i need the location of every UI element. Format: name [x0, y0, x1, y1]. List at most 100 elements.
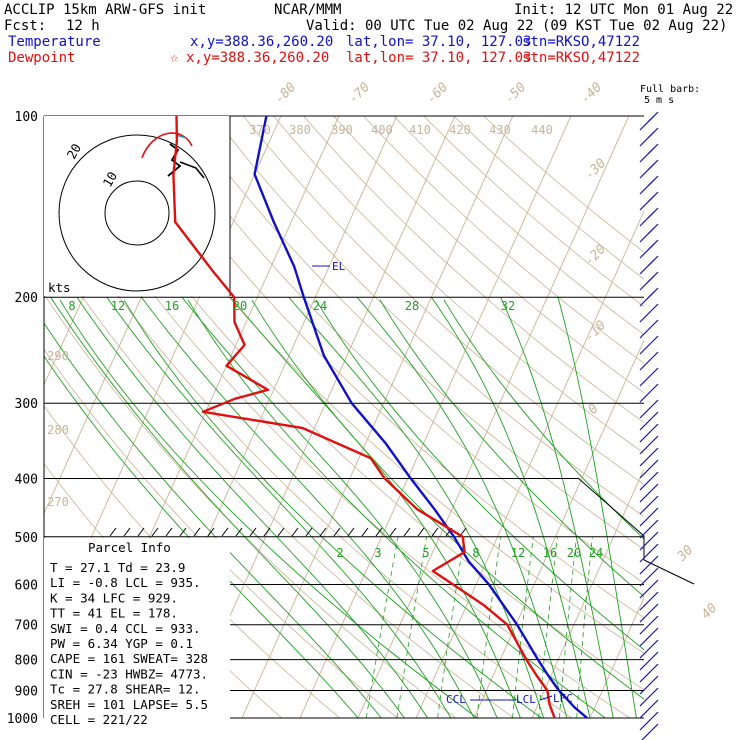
wind-barb-flag	[651, 531, 659, 539]
wind-barb	[639, 417, 653, 431]
mixing-ratio-lower-label: 12	[511, 546, 525, 560]
freezing-hatch	[361, 527, 369, 537]
wind-barb	[639, 465, 653, 479]
wind-barb	[639, 561, 653, 575]
wind-barb-flag	[647, 131, 655, 139]
wind-barb-flag	[651, 543, 659, 551]
mixing-ratio-line	[538, 536, 558, 718]
wind-barb	[639, 669, 653, 683]
isotherm-line	[357, 116, 630, 718]
wind-barb-flag	[651, 591, 659, 599]
dry-adiabat-line	[363, 116, 644, 364]
diagram-background	[44, 103, 740, 731]
dry-adiabat-line	[44, 348, 399, 718]
parcel-info-title: Parcel Info	[88, 540, 171, 555]
pressure-tick-label: 700	[15, 619, 38, 634]
mixing-ratio-line	[437, 536, 465, 718]
upper-green-curve	[379, 299, 644, 598]
wind-barb-flag	[651, 555, 659, 563]
freezing-hatch	[389, 527, 397, 537]
wind-barb-flag	[647, 115, 655, 123]
parcel-info-row: SWI = 0.4 CCL = 933.	[50, 621, 201, 636]
wind-barb-flag	[651, 663, 659, 671]
wind-barb-flag	[651, 675, 659, 683]
wind-barb-flag	[651, 603, 659, 611]
wind-barb	[639, 597, 653, 611]
parcel-info-row: PW = 6.34 YGP = 0.1	[50, 636, 193, 651]
wind-barb-flag	[651, 399, 659, 407]
wind-barb-flag	[647, 211, 655, 219]
wind-barb-flag	[651, 423, 659, 431]
dewpoint-xy: x,y=388.36,260.20	[186, 50, 330, 66]
dewpoint-star-icon: ☆	[170, 50, 179, 66]
freezing-hatch	[305, 527, 313, 537]
isotherm-line	[642, 103, 740, 731]
wind-barb-flag	[651, 627, 659, 635]
wind-barb	[639, 645, 653, 659]
upper-green-curve	[443, 299, 644, 540]
wind-barb	[639, 441, 653, 455]
parcel-info-row: TT = 41 EL = 178.	[50, 606, 178, 621]
mixing-ratio-upper-label: 20	[233, 299, 247, 313]
freezing-hatch	[333, 527, 341, 537]
mixing-ratio-lower-label: 8	[472, 546, 479, 560]
mixing-ratio-line	[396, 536, 427, 718]
isotherm-line	[415, 210, 644, 718]
wind-barb-flag	[647, 163, 655, 171]
wind-barb-flag	[651, 579, 659, 587]
wind-barb-flag	[651, 319, 659, 327]
lfc-label: LFC	[553, 692, 573, 705]
lcl-label: LCL	[516, 693, 536, 706]
pressure-tick-label: 100	[15, 110, 38, 125]
pressure-tick-label: 600	[15, 578, 38, 593]
mixing-ratio-upper-label: 24	[313, 299, 327, 313]
wind-barb	[639, 341, 653, 355]
wind-barb-flag	[651, 483, 659, 491]
wind-barb	[639, 373, 653, 387]
upper-green-curve	[251, 299, 644, 700]
isotherm-label: -30	[582, 156, 609, 183]
wind-barb-flag	[651, 367, 659, 375]
wind-barb-flag	[651, 567, 659, 575]
theta-label: 390	[331, 123, 353, 137]
parcel-info-row: CELL = 221/22	[50, 712, 148, 727]
temperature-xy: x,y=388.36,260.20	[190, 34, 334, 50]
wind-barb	[641, 729, 653, 740]
mixing-ratio-upper-label: 28	[405, 299, 419, 313]
mixing-ratio-line	[476, 536, 501, 718]
freezing-hatch	[249, 527, 257, 537]
wind-barb-flag	[651, 447, 659, 455]
theta-label: 380	[289, 123, 311, 137]
pressure-tick-label: 500	[15, 531, 38, 546]
hodograph-trace-upper	[141, 132, 193, 159]
wind-barb-flag	[651, 651, 659, 659]
isotherm-line	[241, 116, 514, 718]
wind-barb-flag	[647, 291, 655, 299]
hodograph-trace-low	[179, 161, 205, 179]
wind-barb-flag	[651, 507, 659, 515]
freezing-hatch	[319, 527, 327, 537]
wind-barb-flag	[647, 179, 655, 187]
wind-barb	[639, 513, 653, 527]
mixing-ratio-upper-label: 8	[68, 299, 75, 313]
parcel-info-panel: Parcel Info T = 27.1 Td = 23.9LI = -0.8 …	[44, 538, 230, 734]
wind-barb	[639, 549, 653, 563]
pressure-tick-label: 300	[15, 397, 38, 412]
frame-diag-lower	[643, 559, 695, 585]
mixing-ratio-line	[512, 536, 534, 718]
fcst-label: Fcst:	[4, 18, 47, 34]
isotherm-label: -20	[582, 242, 609, 269]
isotherm-label: -60	[424, 80, 451, 107]
wind-barb	[639, 389, 653, 403]
wind-barb-flag	[651, 519, 659, 527]
mixing-ratio-line	[576, 536, 593, 718]
hodograph	[44, 116, 231, 296]
dry-adiabat-line	[213, 116, 644, 518]
wind-barb	[639, 309, 653, 323]
theta-label: 290	[47, 349, 69, 363]
barb-note-1: Full barb:	[640, 84, 701, 95]
wind-barb-flag	[651, 495, 659, 503]
wind-barb	[639, 705, 653, 719]
isotherm-label: 0	[585, 401, 601, 417]
wind-barb	[639, 357, 653, 371]
